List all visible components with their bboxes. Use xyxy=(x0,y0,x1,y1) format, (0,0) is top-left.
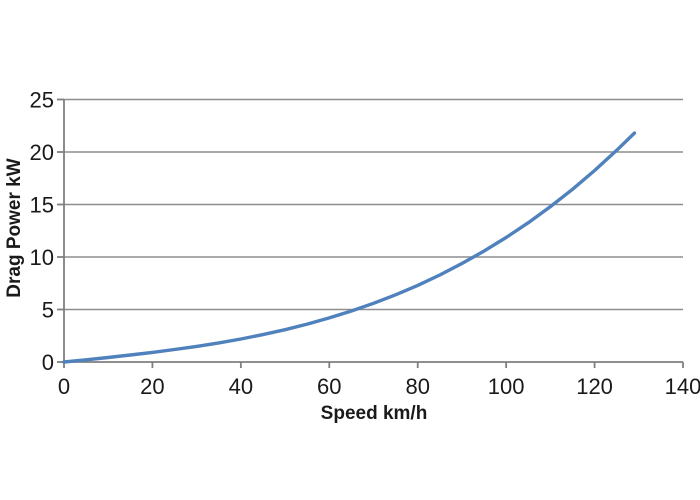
x-tick-label: 80 xyxy=(405,374,429,399)
x-axis-tick-labels: 0 20 40 60 80 100 120 140 xyxy=(58,374,700,399)
x-tick-label: 120 xyxy=(576,374,613,399)
y-axis-tick-labels: 0 5 10 15 20 25 xyxy=(30,88,54,376)
y-tick-label: 0 xyxy=(42,350,54,375)
x-axis-title: Speed km/h xyxy=(321,403,428,424)
axes xyxy=(63,99,683,363)
x-tick-label: 140 xyxy=(665,374,700,399)
gridlines xyxy=(64,98,683,311)
y-tick-label: 25 xyxy=(30,88,54,113)
drag-power-series-line xyxy=(62,131,637,364)
x-tick-label: 100 xyxy=(488,374,525,399)
y-tick-label: 10 xyxy=(30,245,54,270)
x-tick-label: 60 xyxy=(317,374,341,399)
y-axis-title: Drag Power kW xyxy=(4,158,25,297)
x-tick-label: 0 xyxy=(58,374,70,399)
y-tick-label: 20 xyxy=(30,140,54,165)
y-tick-label: 15 xyxy=(30,193,54,218)
x-tick-label: 40 xyxy=(229,374,253,399)
tick-marks xyxy=(57,98,684,368)
y-tick-label: 5 xyxy=(42,298,54,323)
x-tick-label: 20 xyxy=(140,374,164,399)
